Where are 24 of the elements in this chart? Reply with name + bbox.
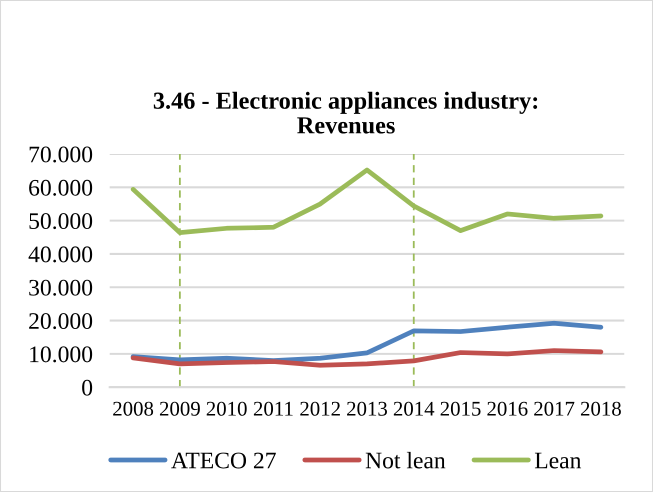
x-tick-label: 2015 xyxy=(440,402,481,416)
x-tick-label: 2016 xyxy=(487,402,528,416)
y-tick-label: 20.000 xyxy=(29,313,92,330)
y-tick-label: 40.000 xyxy=(28,246,92,262)
y-tick-label: 10.000 xyxy=(30,346,92,362)
y-tick-label: 30.000 xyxy=(29,280,92,296)
legend-label: Not lean xyxy=(366,452,446,468)
chart-title: 3.46 - Electronic appliances industry: Revenues xyxy=(154,92,538,134)
x-tick-label: 2018 xyxy=(580,402,621,416)
x-tick-label: 2012 xyxy=(300,402,340,416)
x-tick-label: 2011 xyxy=(254,402,293,416)
x-tick-label: 2017 xyxy=(534,402,574,416)
x-tick-label: 2008 xyxy=(113,402,154,416)
y-tick-label: 50.000 xyxy=(29,213,92,230)
x-tick-label: 2013 xyxy=(347,402,388,416)
x-tick-label: 2009 xyxy=(160,402,200,416)
line-series xyxy=(130,348,604,368)
y-tick-label: 0 xyxy=(82,380,92,396)
x-tick-label: 2010 xyxy=(206,402,247,416)
x-tick-label: 2014 xyxy=(394,402,434,416)
y-tick-label: 70.000 xyxy=(30,146,92,163)
legend-label: ATECO 27 xyxy=(171,452,276,468)
y-tick-label: 60.000 xyxy=(29,180,92,196)
legend-label: Lean xyxy=(534,452,582,468)
